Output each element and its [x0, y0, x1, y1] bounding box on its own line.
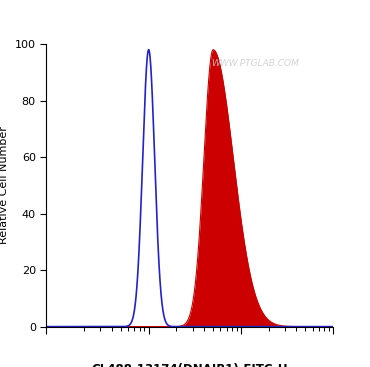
X-axis label: CL488-13174(DNAJB1),FITC-H: CL488-13174(DNAJB1),FITC-H — [91, 363, 288, 367]
Y-axis label: Relative Cell Number: Relative Cell Number — [0, 126, 9, 244]
Text: WWW.PTGLAB.COM: WWW.PTGLAB.COM — [212, 59, 300, 68]
